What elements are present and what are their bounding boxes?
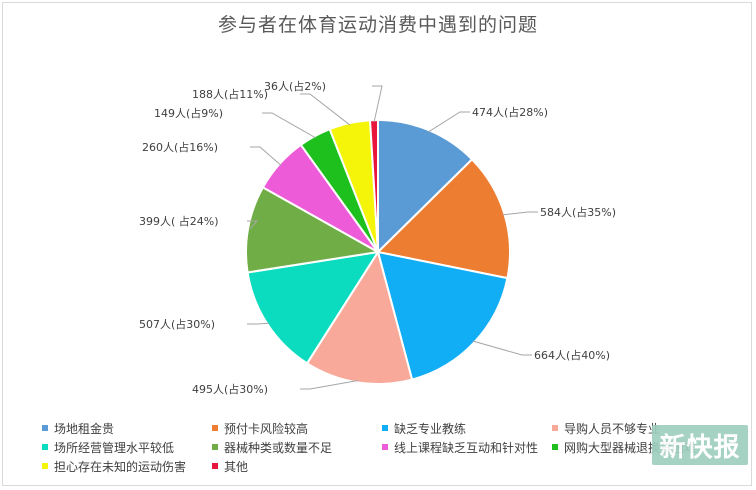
legend-item-10: 其他 <box>212 458 382 474</box>
legend-item-9: 担心存在未知的运动伤害 <box>42 458 212 474</box>
legend-swatch <box>382 425 388 431</box>
legend-label: 缺乏专业教练 <box>394 421 467 436</box>
data-label-7: 260人(占16%) <box>142 140 218 154</box>
data-label-2: 584人(占35%) <box>540 205 616 219</box>
leader-line-5 <box>247 322 270 325</box>
pie-slice-5 <box>246 250 381 365</box>
legend-label: 线上课程缺乏互动和针对性 <box>394 440 539 455</box>
pie-slice-3 <box>376 250 509 381</box>
legend-swatch <box>42 463 48 469</box>
pie-slice-6 <box>245 185 382 274</box>
legend-swatch <box>212 425 218 431</box>
chart-legend: 场地租金贵 预付卡风险较高 缺乏专业教练 导购人员不够专业场所经营管理水平较低 器械种类… <box>42 420 742 474</box>
leader-line-10 <box>372 85 383 123</box>
legend-item-4: 导购人员不够专业 <box>552 420 722 436</box>
legend-item-5: 场所经营管理水平较低 <box>42 439 212 455</box>
legend-swatch <box>552 444 558 450</box>
legend-swatch <box>212 463 218 469</box>
data-label-8: 149人(占9%) <box>154 106 223 120</box>
leader-line-1 <box>427 111 470 133</box>
legend-label: 担心存在未知的运动伤害 <box>54 459 187 474</box>
pie-slice-1 <box>377 118 474 255</box>
data-label-9: 188人(占11%) <box>192 87 268 101</box>
leader-line-6 <box>247 220 259 230</box>
legend-item-1: 场地租金贵 <box>42 420 212 436</box>
leader-line-7 <box>250 146 282 166</box>
leader-line-2 <box>502 211 538 216</box>
legend-label: 预付卡风险较高 <box>224 421 309 436</box>
data-label-5: 507人(占30%) <box>139 317 215 331</box>
data-label-4: 495人(占30%) <box>192 382 268 396</box>
data-label-1: 474人(占28%) <box>472 105 548 119</box>
legend-label: 场所经营管理水平较低 <box>54 440 175 455</box>
pie-slice-4 <box>305 249 414 385</box>
legend-item-7: 线上课程缺乏互动和针对性 <box>382 439 552 455</box>
legend-swatch <box>212 444 218 450</box>
legend-item-2: 预付卡风险较高 <box>212 420 382 436</box>
legend-label: 场地租金贵 <box>54 421 115 436</box>
chart-title: 参与者在体育运动消费中遇到的问题 <box>217 14 538 36</box>
leader-line-9 <box>300 93 351 126</box>
legend-item-3: 缺乏专业教练 <box>382 420 552 436</box>
watermark-logo: 新快报 <box>652 425 748 465</box>
leader-line-8 <box>262 112 316 139</box>
data-label-10: 36人(占2%) <box>264 79 326 93</box>
data-label-6: 399人( 占24%) <box>139 214 219 228</box>
legend-label: 器械种类或数量不足 <box>224 440 333 455</box>
data-label-3: 664人(占40%) <box>534 348 610 362</box>
legend-item-6: 器械种类或数量不足 <box>212 439 382 455</box>
legend-label: 导购人员不够专业 <box>564 421 661 436</box>
leader-line-4 <box>300 379 359 390</box>
legend-swatch <box>382 444 388 450</box>
legend-swatch <box>552 425 558 431</box>
legend-label: 其他 <box>224 459 249 474</box>
legend-swatch <box>42 425 48 431</box>
pie-chart: 474人(占28%) 584人(占35%) 664人(占40%) 495人(占30%)… <box>139 79 616 396</box>
legend-swatch <box>42 444 48 450</box>
leader-line-3 <box>472 340 532 356</box>
